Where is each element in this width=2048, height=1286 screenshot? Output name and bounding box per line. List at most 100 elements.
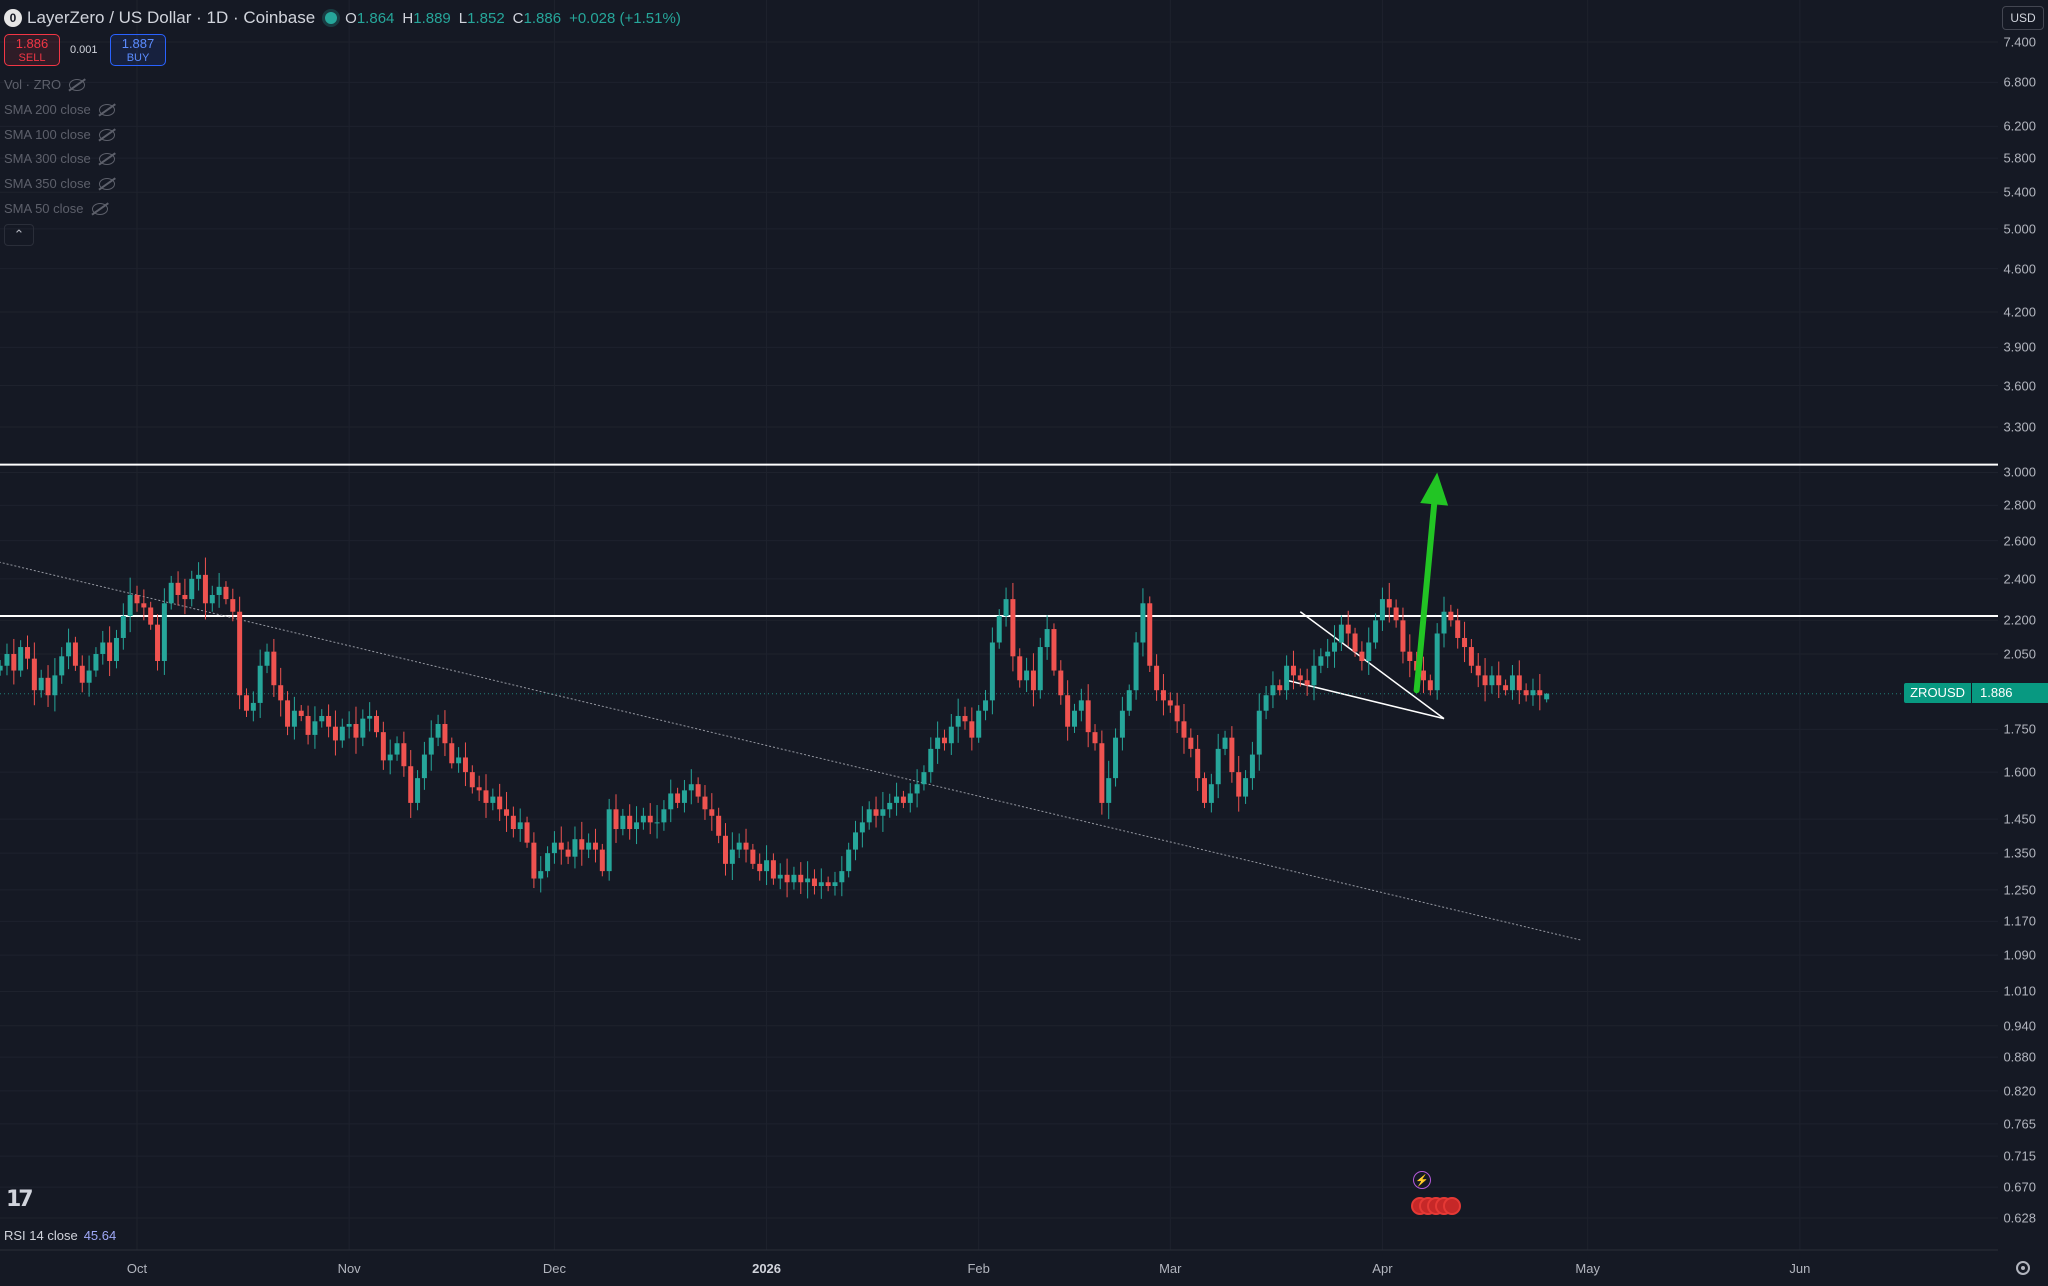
- candle-body: [887, 802, 893, 810]
- target-arrow-shaft: [1413, 501, 1438, 694]
- candle-body: [1482, 675, 1488, 686]
- candle-body: [1188, 737, 1194, 749]
- candle: [1393, 599, 1399, 628]
- hidden-eye-icon[interactable]: [91, 202, 108, 215]
- candle-body: [777, 874, 783, 879]
- candle: [107, 626, 113, 677]
- indicator-sma-300[interactable]: SMA 300 close: [4, 151, 115, 166]
- candle-body: [243, 695, 249, 711]
- price-tick-label: 1.090: [2003, 947, 2036, 963]
- candle-body: [866, 809, 872, 823]
- candle-body: [1496, 675, 1502, 686]
- time-tick-label: 2026: [752, 1261, 782, 1276]
- price-tick-label: 3.000: [2003, 464, 2036, 480]
- candle-body: [11, 653, 17, 671]
- indicator-sma-350[interactable]: SMA 350 close: [4, 176, 115, 191]
- candle-body: [408, 766, 414, 803]
- candle: [805, 861, 811, 899]
- candle: [1420, 656, 1426, 694]
- price-tick-label: 1.170: [2003, 913, 2036, 929]
- candle-body: [955, 715, 961, 727]
- candle: [620, 808, 626, 836]
- indicator-vol[interactable]: Vol · ZRO: [4, 77, 86, 92]
- candle: [1147, 596, 1153, 673]
- candle-body: [811, 878, 817, 887]
- candle-body: [565, 849, 571, 857]
- indicator-sma-50[interactable]: SMA 50 close: [4, 201, 108, 216]
- collapse-indicators-button[interactable]: ⌃: [4, 224, 34, 246]
- hidden-eye-icon[interactable]: [98, 177, 115, 190]
- symbol-title[interactable]: LayerZero / US Dollar · 1D · Coinbase: [27, 8, 316, 27]
- rsi-legend[interactable]: RSI 14 close 45.64: [4, 1228, 117, 1243]
- candle-body: [1509, 675, 1515, 691]
- candle: [1058, 660, 1064, 705]
- candle: [1468, 639, 1474, 674]
- candle-body: [1058, 670, 1064, 696]
- candle: [449, 737, 455, 769]
- candle: [408, 750, 414, 818]
- price-tick-label: 0.715: [2003, 1148, 2036, 1164]
- economic-events-icon[interactable]: [1411, 1197, 1461, 1215]
- time-tick-label: Jun: [1789, 1261, 1811, 1276]
- candle-body: [189, 578, 195, 600]
- candle: [921, 765, 927, 791]
- candle: [374, 710, 380, 738]
- currency-selector[interactable]: USD: [2002, 6, 2044, 30]
- hidden-eye-icon[interactable]: [69, 78, 86, 91]
- candle-body: [1400, 620, 1406, 652]
- indicator-sma-100[interactable]: SMA 100 close: [4, 127, 115, 142]
- candle: [196, 562, 202, 591]
- candle-body: [873, 809, 879, 816]
- candle-body: [394, 743, 400, 755]
- candle: [469, 765, 475, 794]
- candle: [1202, 772, 1208, 809]
- candle-body: [948, 726, 954, 744]
- lightning-event-icon[interactable]: ⚡: [1413, 1171, 1431, 1189]
- candle-body: [1065, 695, 1071, 727]
- hidden-eye-icon[interactable]: [98, 152, 115, 165]
- candle: [257, 649, 263, 718]
- candle-body: [469, 772, 475, 788]
- candle: [134, 585, 140, 612]
- candle: [285, 691, 291, 736]
- candle: [1222, 730, 1228, 756]
- candle-body: [558, 842, 564, 850]
- candle: [1475, 653, 1481, 688]
- candle-body: [1523, 690, 1529, 696]
- candle-body: [1318, 656, 1324, 666]
- candle: [1140, 588, 1146, 657]
- candle-body: [1455, 620, 1461, 638]
- candle: [1229, 726, 1235, 783]
- symbol-logo-icon: 0: [4, 9, 22, 27]
- candle-body: [976, 710, 982, 738]
- candle-body: [196, 574, 202, 579]
- candle-body: [551, 842, 557, 854]
- candle: [86, 655, 92, 697]
- price-tick-label: 5.400: [2003, 184, 2036, 200]
- tradingview-logo-icon[interactable]: 17: [6, 1187, 34, 1212]
- gear-icon[interactable]: [2016, 1261, 2030, 1275]
- candle: [1071, 703, 1077, 733]
- hidden-eye-icon[interactable]: [98, 128, 115, 141]
- candle-body: [1256, 710, 1262, 755]
- candle: [880, 791, 886, 832]
- hidden-eye-icon[interactable]: [98, 103, 115, 116]
- candle-body: [736, 842, 742, 850]
- candle: [332, 710, 338, 756]
- candle-body: [750, 849, 756, 864]
- candle-body: [1297, 675, 1303, 681]
- buy-button[interactable]: 1.887 BUY: [110, 34, 166, 66]
- candle-body: [1489, 675, 1495, 686]
- candle: [45, 665, 51, 707]
- candle: [127, 577, 133, 633]
- candle: [93, 647, 99, 677]
- candle-body: [716, 815, 722, 836]
- candle-body: [1085, 700, 1091, 733]
- candle: [976, 705, 982, 743]
- candle-body: [1071, 710, 1077, 727]
- candle-body: [729, 849, 735, 864]
- indicator-sma-200[interactable]: SMA 200 close: [4, 102, 115, 117]
- candle: [31, 642, 37, 706]
- sell-button[interactable]: 1.886 SELL: [4, 34, 60, 66]
